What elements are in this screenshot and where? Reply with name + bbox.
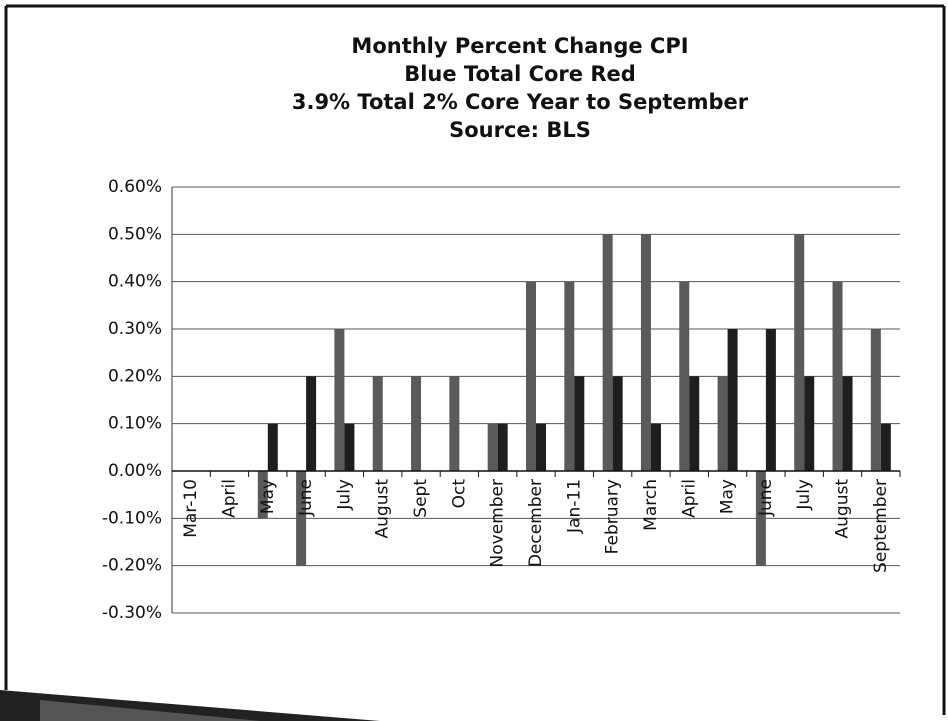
bar	[727, 329, 738, 471]
bar	[574, 376, 585, 471]
bar	[689, 376, 700, 471]
x-tick-label: May	[258, 479, 278, 514]
bar	[526, 281, 536, 471]
bar	[257, 471, 268, 519]
bar	[306, 376, 317, 471]
bar	[487, 423, 498, 471]
bar	[765, 329, 776, 471]
x-tick-label: Mar-10	[181, 479, 201, 538]
x-tick-label: April	[219, 479, 239, 518]
bar	[411, 376, 422, 471]
y-tick-label: 0.00%	[108, 461, 162, 481]
chart-title: Monthly Percent Change CPI	[351, 34, 688, 58]
y-tick-label: 0.40%	[108, 272, 162, 292]
bar	[804, 376, 815, 471]
bar	[602, 234, 613, 471]
decor-wedge-light	[40, 700, 260, 721]
bar	[842, 376, 853, 471]
x-tick-label: December	[526, 479, 546, 567]
bar	[755, 471, 766, 566]
x-tick-label: May	[718, 479, 738, 514]
x-tick-label: November	[488, 479, 508, 567]
y-tick-label: -0.10%	[102, 508, 162, 528]
x-tick-label: April	[679, 479, 699, 518]
x-tick-label: August	[373, 479, 393, 539]
bar	[832, 281, 843, 471]
bar	[267, 423, 278, 471]
chart-title: Source: BLS	[449, 118, 591, 142]
x-tick-label: June	[296, 479, 316, 517]
bar	[497, 423, 508, 471]
x-tick-label: Jan-11	[564, 479, 584, 534]
bar	[536, 423, 546, 471]
bar	[650, 423, 661, 471]
bar	[344, 423, 355, 471]
bar	[612, 376, 623, 471]
chart-title: Blue Total Core Red	[404, 62, 636, 86]
x-tick-label: September	[871, 479, 891, 573]
y-tick-label: -0.20%	[102, 556, 162, 576]
bar	[870, 329, 881, 471]
x-tick-label: June	[756, 479, 776, 517]
x-tick-label: July	[334, 479, 354, 511]
y-tick-label: 0.30%	[108, 319, 162, 339]
y-tick-label: -0.30%	[102, 603, 162, 623]
y-tick-label: 0.60%	[108, 177, 162, 197]
y-tick-label: 0.20%	[108, 366, 162, 386]
bar	[640, 234, 651, 471]
x-tick-label: March	[641, 479, 661, 531]
bar	[679, 281, 690, 471]
bar	[449, 376, 460, 471]
bar	[564, 281, 575, 471]
x-tick-label: Oct	[449, 479, 469, 509]
y-tick-label: 0.50%	[108, 224, 162, 244]
x-tick-label: August	[833, 479, 853, 539]
y-tick-label: 0.10%	[108, 414, 162, 434]
chart-title: 3.9% Total 2% Core Year to September	[292, 90, 749, 114]
x-tick-label: Sept	[411, 479, 431, 518]
bar	[372, 376, 383, 471]
bar	[296, 471, 307, 566]
bar	[794, 234, 805, 471]
x-tick-label: July	[794, 479, 814, 511]
bar	[880, 423, 891, 471]
x-tick-label: February	[603, 479, 623, 554]
bar	[717, 376, 728, 471]
bar	[334, 329, 345, 471]
